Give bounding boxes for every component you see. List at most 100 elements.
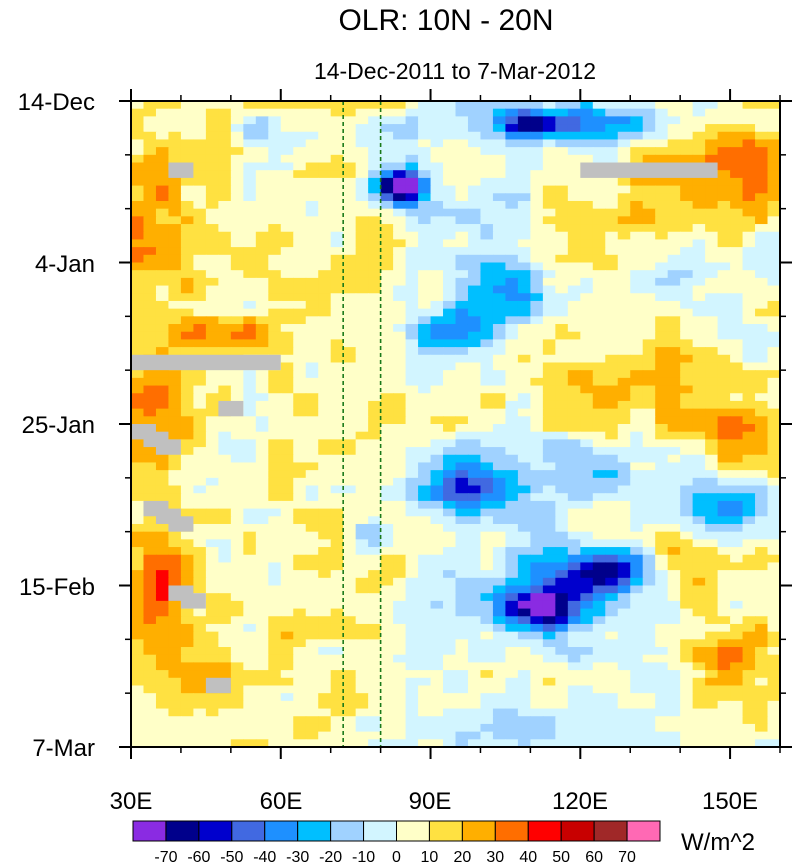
heat-cell — [505, 723, 519, 733]
heat-cell — [530, 354, 544, 364]
heat-cell — [680, 416, 694, 425]
heat-cell — [380, 162, 394, 171]
heat-cell — [355, 508, 369, 517]
heat-cell — [755, 654, 769, 663]
heat-cell — [642, 424, 656, 433]
heat-cell — [755, 593, 769, 602]
heat-cell — [467, 477, 482, 487]
heat-cell — [705, 370, 719, 379]
heat-cell — [717, 185, 731, 194]
heat-cell — [393, 139, 407, 148]
heat-cell — [355, 739, 369, 747]
heat-cell — [255, 439, 269, 448]
heat-cell — [305, 693, 319, 702]
heat-cell — [330, 139, 344, 148]
heat-cell — [443, 147, 457, 156]
heat-cell — [155, 177, 170, 187]
heat-cell — [680, 454, 694, 464]
heat-cell — [368, 239, 382, 248]
heat-cell — [480, 354, 494, 364]
heat-cell — [492, 170, 507, 179]
heat-cell — [542, 262, 556, 271]
heat-cell — [193, 424, 207, 433]
heat-cell — [305, 531, 319, 540]
heat-cell — [255, 593, 269, 602]
heat-cell — [330, 208, 344, 217]
heat-cell — [680, 670, 694, 679]
heat-cell — [418, 308, 432, 317]
heat-cell — [418, 470, 432, 479]
heat-cell — [393, 331, 407, 340]
heat-cell — [193, 700, 207, 710]
heat-cell — [605, 139, 619, 148]
heat-cell — [530, 477, 544, 487]
heat-cell — [667, 370, 681, 379]
heat-cell — [380, 116, 394, 125]
heat-cell — [667, 108, 681, 117]
missing-data-cell — [205, 677, 231, 694]
heat-cell — [667, 731, 681, 740]
heat-cell — [492, 462, 507, 471]
heat-cell — [155, 670, 170, 679]
heat-cell — [430, 439, 444, 448]
heat-cell — [180, 331, 194, 340]
heat-cell — [243, 500, 257, 510]
heat-cell — [705, 677, 719, 687]
heat-cell — [418, 147, 432, 156]
heat-cell — [268, 101, 282, 110]
heat-cell — [343, 354, 357, 364]
heat-cell — [305, 208, 319, 217]
heat-cell — [330, 408, 344, 417]
heat-cell — [393, 639, 407, 648]
heat-cell — [467, 101, 482, 110]
heat-cell — [355, 608, 369, 617]
heat-cell — [218, 554, 232, 564]
heat-cell — [555, 547, 569, 556]
heat-cell — [455, 477, 469, 487]
heat-cell — [180, 101, 194, 110]
heat-cell — [580, 431, 594, 440]
heat-cell — [443, 131, 457, 141]
heat-cell — [542, 493, 556, 502]
heat-cell — [418, 377, 432, 387]
heat-cell — [318, 623, 332, 633]
heat-cell — [218, 731, 232, 740]
heat-cell — [405, 285, 419, 294]
heat-cell — [243, 470, 257, 479]
heat-cell — [168, 424, 182, 433]
heat-cell — [630, 600, 644, 610]
heat-cell — [280, 270, 294, 279]
heat-cell — [430, 485, 444, 494]
heat-cell — [405, 662, 419, 671]
heat-cell — [455, 447, 469, 456]
heat-cell — [742, 300, 756, 310]
heat-cell — [455, 177, 469, 187]
heat-cell — [642, 185, 656, 194]
heat-cell — [343, 300, 357, 310]
heat-cell — [355, 500, 369, 510]
heat-cell — [293, 662, 307, 671]
heat-cell — [755, 647, 769, 656]
heat-cell — [567, 523, 581, 533]
heat-cell — [355, 200, 369, 210]
heat-cell — [405, 639, 419, 648]
heat-cell — [443, 339, 457, 348]
heat-cell — [742, 331, 756, 340]
heat-cell — [143, 177, 157, 187]
heat-cell — [730, 385, 744, 394]
heat-cell — [767, 101, 780, 110]
heat-cell — [767, 293, 780, 302]
heat-cell — [343, 377, 357, 387]
heat-cell — [280, 531, 294, 540]
heat-cell — [667, 424, 681, 433]
heat-cell — [705, 454, 719, 464]
heat-cell — [355, 716, 369, 725]
heat-cell — [255, 170, 269, 179]
heat-cell — [517, 377, 531, 387]
heat-cell — [293, 523, 307, 533]
heat-cell — [218, 693, 232, 702]
heat-cell — [605, 654, 619, 663]
heat-cell — [655, 531, 669, 540]
heat-cell — [455, 354, 469, 364]
heat-cell — [480, 270, 494, 279]
